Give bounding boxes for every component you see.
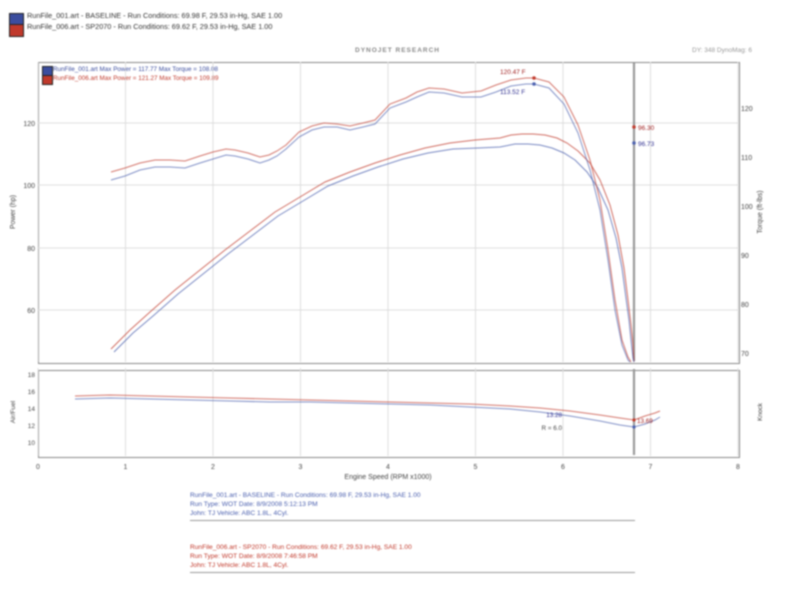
svg-text:1: 1 bbox=[124, 464, 128, 471]
svg-text:12: 12 bbox=[28, 423, 36, 430]
svg-text:4: 4 bbox=[386, 464, 390, 471]
svg-text:0: 0 bbox=[36, 464, 40, 471]
svg-text:16: 16 bbox=[28, 389, 36, 396]
svg-text:Air/Fuel: Air/Fuel bbox=[10, 400, 17, 423]
svg-text:5: 5 bbox=[474, 464, 478, 471]
svg-text:6: 6 bbox=[561, 464, 565, 471]
svg-text:Knock: Knock bbox=[757, 402, 764, 421]
svg-text:90: 90 bbox=[741, 253, 749, 260]
svg-text:7: 7 bbox=[649, 464, 653, 471]
svg-text:80: 80 bbox=[741, 302, 749, 309]
svg-text:R = 6.0: R = 6.0 bbox=[542, 425, 563, 432]
svg-text:96.30: 96.30 bbox=[638, 125, 655, 132]
svg-text:100: 100 bbox=[741, 204, 753, 211]
svg-text:120.47 F: 120.47 F bbox=[500, 69, 526, 76]
svg-text:96.73: 96.73 bbox=[638, 141, 655, 148]
svg-text:Power (hp): Power (hp) bbox=[10, 195, 17, 229]
svg-text:3: 3 bbox=[299, 464, 303, 471]
svg-text:70: 70 bbox=[741, 351, 749, 358]
svg-text:80: 80 bbox=[27, 246, 35, 253]
svg-text:13.28: 13.28 bbox=[546, 412, 562, 419]
svg-text:14: 14 bbox=[28, 406, 36, 413]
svg-text:13.69: 13.69 bbox=[637, 418, 653, 425]
svg-text:100: 100 bbox=[23, 183, 35, 190]
svg-text:8: 8 bbox=[736, 464, 740, 471]
svg-text:10: 10 bbox=[28, 440, 36, 447]
svg-text:18: 18 bbox=[28, 372, 36, 379]
svg-text:Engine Speed (RPM x1000): Engine Speed (RPM x1000) bbox=[344, 474, 431, 481]
svg-text:113.52 F: 113.52 F bbox=[500, 89, 525, 96]
svg-text:120: 120 bbox=[23, 121, 35, 128]
svg-text:60: 60 bbox=[27, 308, 35, 315]
svg-text:Torque (ft-lbs): Torque (ft-lbs) bbox=[757, 190, 764, 233]
svg-text:120: 120 bbox=[741, 106, 753, 113]
svg-text:2: 2 bbox=[211, 464, 215, 471]
svg-text:110: 110 bbox=[741, 155, 752, 162]
